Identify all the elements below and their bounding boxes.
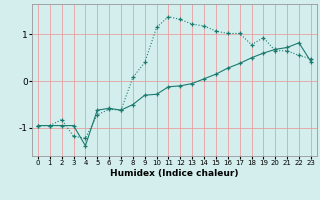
X-axis label: Humidex (Indice chaleur): Humidex (Indice chaleur)	[110, 169, 239, 178]
